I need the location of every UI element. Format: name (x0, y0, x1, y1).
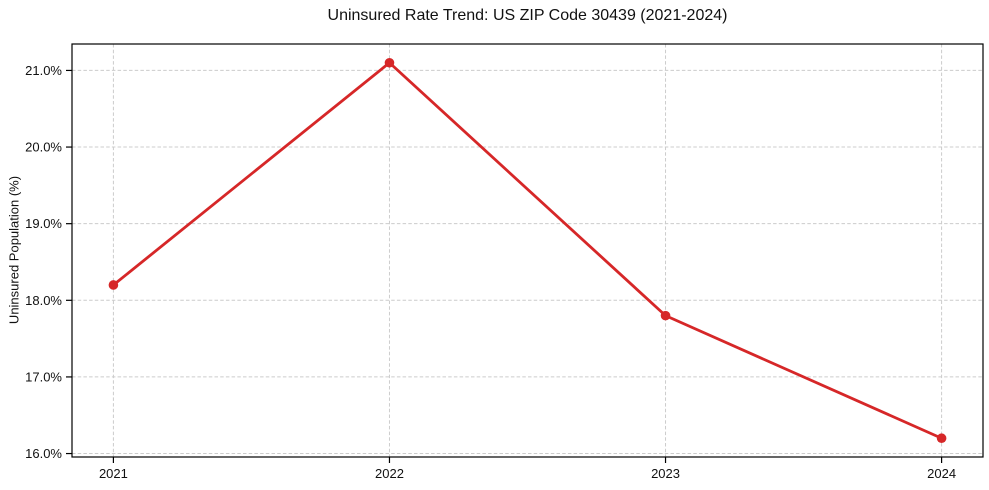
y-tick-label: 16.0% (25, 446, 62, 461)
y-tick-label: 18.0% (25, 293, 62, 308)
plot-border (71, 43, 984, 458)
data-point-2022 (384, 57, 395, 68)
data-point-2024 (936, 433, 947, 444)
y-tick-label: 19.0% (25, 216, 62, 231)
x-tick-label: 2024 (927, 466, 956, 481)
trend-line (112, 61, 943, 440)
x-tick-label: 2023 (651, 466, 680, 481)
chart-title: Uninsured Rate Trend: US ZIP Code 30439 … (327, 7, 728, 24)
data-point-2021 (108, 280, 119, 290)
data-point-2023 (660, 310, 671, 321)
y-tick-label: 21.0% (25, 63, 62, 78)
y-tick-label: 17.0% (25, 369, 62, 384)
x-tick-label: 2022 (375, 466, 404, 481)
x-tick-label: 2021 (99, 466, 128, 481)
y-tick-label: 20.0% (25, 140, 62, 155)
